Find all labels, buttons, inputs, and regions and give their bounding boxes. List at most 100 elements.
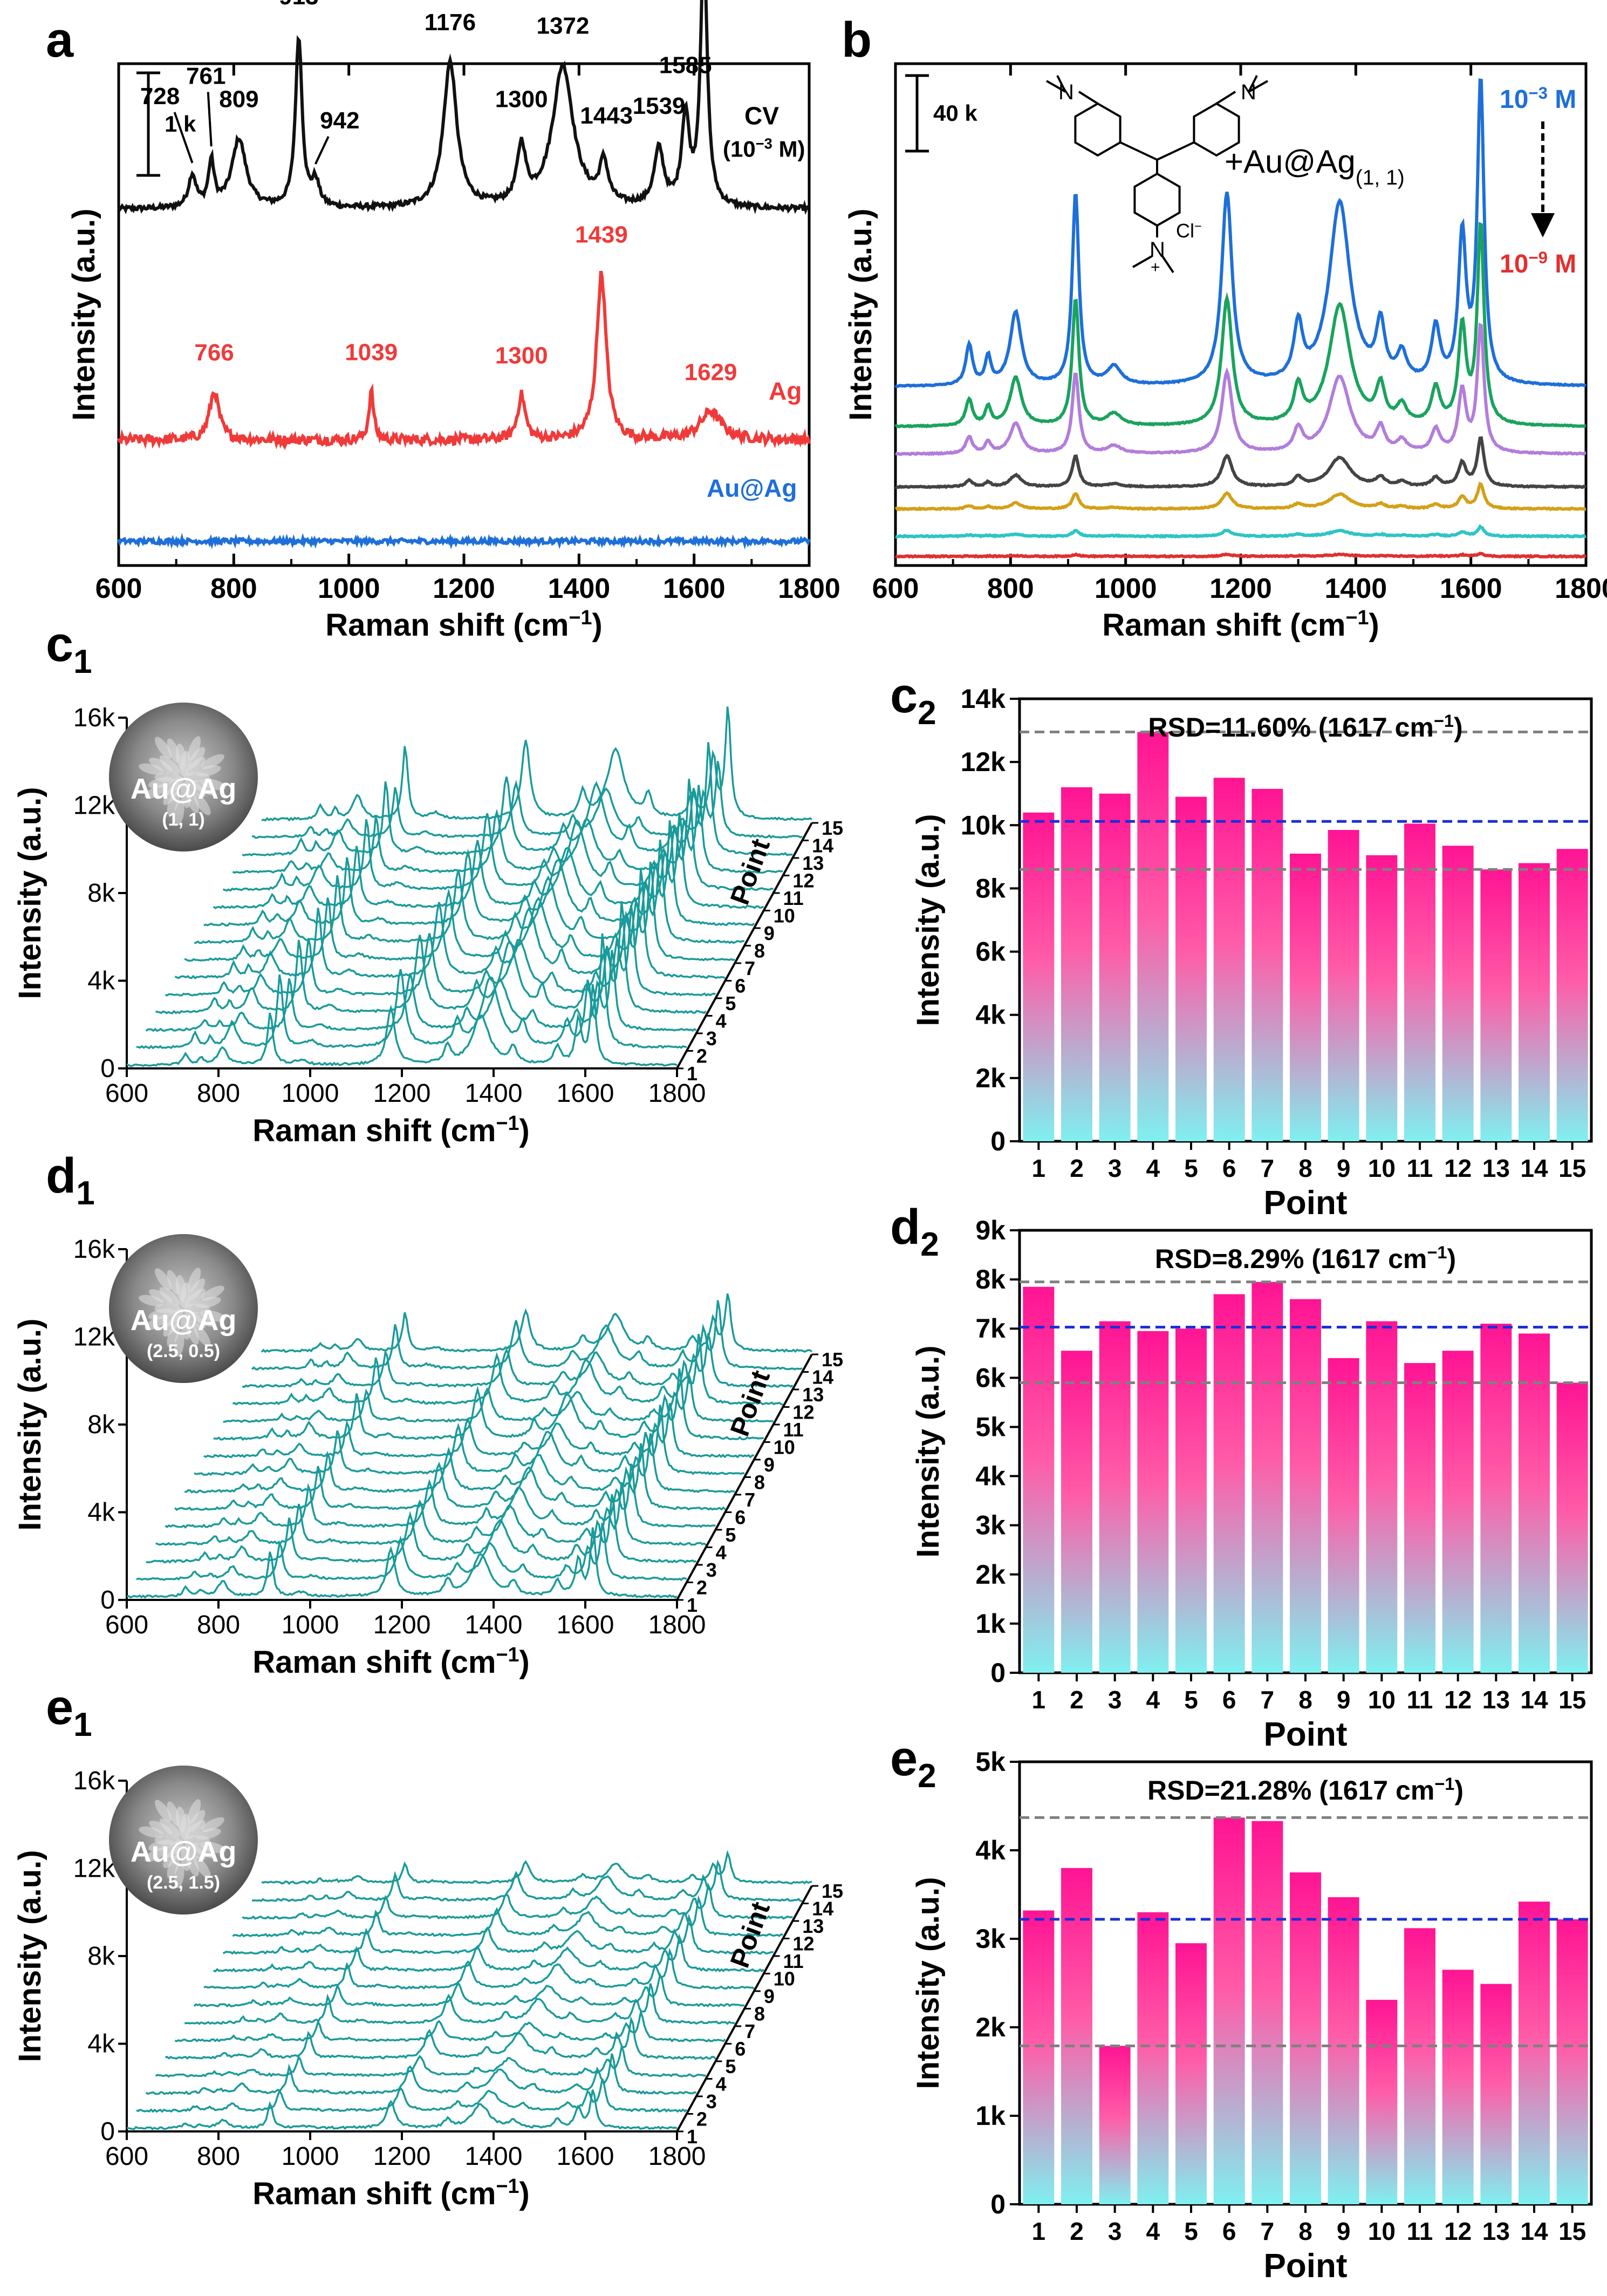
x-tick-label: 11 [1407,2217,1433,2245]
y-axis-label: Intensity (a.u.) [12,1318,47,1530]
sem-texture [149,758,173,773]
point-tick-label: 11 [783,1950,804,1972]
bar-point-11 [1404,1363,1435,1673]
sem-texture [159,1287,180,1306]
annotation-arrow [314,136,330,165]
x-tick-label: 1000 [282,1611,339,1639]
bar-point-14 [1519,1902,1550,2204]
bond [1132,255,1152,268]
sem-texture [154,1835,181,1845]
x-axis-label: Raman shift (cm−1) [252,1112,530,1148]
point-tick-label: 12 [792,1401,814,1423]
sem-texture [195,1297,221,1309]
spectrum-cv [117,0,810,215]
waterfall-spectrum [184,1433,735,1494]
y-tick-label: 7k [975,1313,1006,1344]
x-tick-label: 5 [1184,1154,1198,1182]
x-tick-label: 1000 [318,573,380,604]
point-tick-label: 6 [735,2038,746,2060]
plot-frame [117,62,811,567]
y-tick-label: 6k [975,937,1006,967]
waterfall-spectrum [232,785,783,874]
point-tick-label: 2 [696,1045,707,1067]
bar-point-14 [1519,863,1550,1141]
sem-texture [194,1325,211,1347]
y-tick-label: 12k [73,1323,115,1352]
waterfall-spectrum [213,1368,764,1441]
sem-image-inset [109,1766,258,1915]
sem-texture [180,1313,191,1340]
sem-texture [145,1315,168,1331]
bar-point-9 [1328,1358,1359,1673]
x-tick-label: 15 [1558,1154,1586,1182]
peak-label: 1300 [495,343,548,369]
x-tick-label: 7 [1261,1154,1275,1182]
y-tick-label: 16k [73,704,115,732]
annotation-arrow [173,112,194,163]
point-tick-label: 13 [802,1915,824,1937]
spectrum-conc-line [894,436,1587,489]
point-tick-label: 1 [687,1594,697,1616]
point-tick-label: 9 [764,922,775,944]
sem-texture [194,1856,211,1878]
bar-point-6 [1213,778,1245,1141]
y-tick-label: 0 [100,2117,115,2146]
x-tick-label: 2 [1070,1154,1084,1182]
y-tick-label: 16k [73,1235,115,1264]
bond [1157,141,1194,161]
y-axis-label: Intensity (a.u.) [911,814,946,1026]
point-tick-label: 10 [774,1968,795,1990]
x-tick-label: 1400 [465,1079,523,1108]
benzene-ring [1074,102,1122,157]
x-tick-label: 1 [1032,2217,1046,2245]
point-tick-label: 8 [754,1471,765,1494]
sem-texture [185,1841,206,1860]
x-tick-label: 3 [1108,1686,1122,1714]
point-tick-label: 7 [744,2020,755,2042]
x-tick-label: 1400 [465,1611,523,1639]
point-tick-label: 2 [696,1577,707,1599]
panel-d1: d1 600 800 1000 1200 1400 1600 1800 0 4k 8k 12k 16k R… [12,1148,843,1680]
sem-texture [188,1799,201,1824]
waterfall-spectrum [184,1983,735,2025]
y-tick-label: 0 [100,1054,115,1083]
spectrum-conc-line [894,78,1587,389]
x-axis-label: Point [1264,1184,1348,1222]
panel-b: b 600 800 1000 1200 1400 1600 1800 Raman shift (… [842,12,1607,643]
spectrum-conc-line [894,481,1587,512]
bar-point-13 [1480,869,1512,1141]
sem-texture [188,736,201,761]
waterfall-spectrum [126,2089,678,2130]
charge: + [1151,258,1160,276]
bond [1248,80,1268,93]
x-tick-label: 14 [1520,1686,1548,1714]
sem-image-inset [109,1234,258,1383]
sem-texture [180,782,191,808]
bar-point-8 [1290,1299,1321,1673]
sem-texture [154,772,181,782]
atom-n: N [1058,80,1074,104]
bar-point-1 [1023,1910,1055,2204]
point-tick-label: 11 [783,1419,804,1441]
y-tick-label: 8k [87,1942,115,1971]
bar-point-13 [1480,1984,1512,2204]
rsd-title: RSD=11.60% (1617 cm−1) [1148,711,1462,742]
bar-point-10 [1366,855,1398,1141]
y-tick-label: 10k [961,810,1006,840]
bar-point-11 [1404,823,1435,1141]
x-tick-label: 1800 [648,1079,706,1108]
bar-point-5 [1175,796,1207,1141]
x-tick-label: 1000 [1095,573,1157,604]
atom-n: N [1241,80,1256,104]
y-tick-label: 8k [87,879,115,908]
bar-point-3 [1099,2046,1131,2204]
spectrum-conc-line [895,524,1587,539]
x-tick-label: 1600 [557,2142,614,2171]
sem-texture [163,1308,184,1327]
peak-label: 761 [186,63,225,90]
x-tick-label: 9 [1337,2217,1351,2245]
peak-label: 1629 [685,359,737,386]
waterfall-spectrum [261,1850,812,1885]
waterfall-spectrum [165,1463,716,1529]
y-tick-label: 4k [87,967,115,996]
